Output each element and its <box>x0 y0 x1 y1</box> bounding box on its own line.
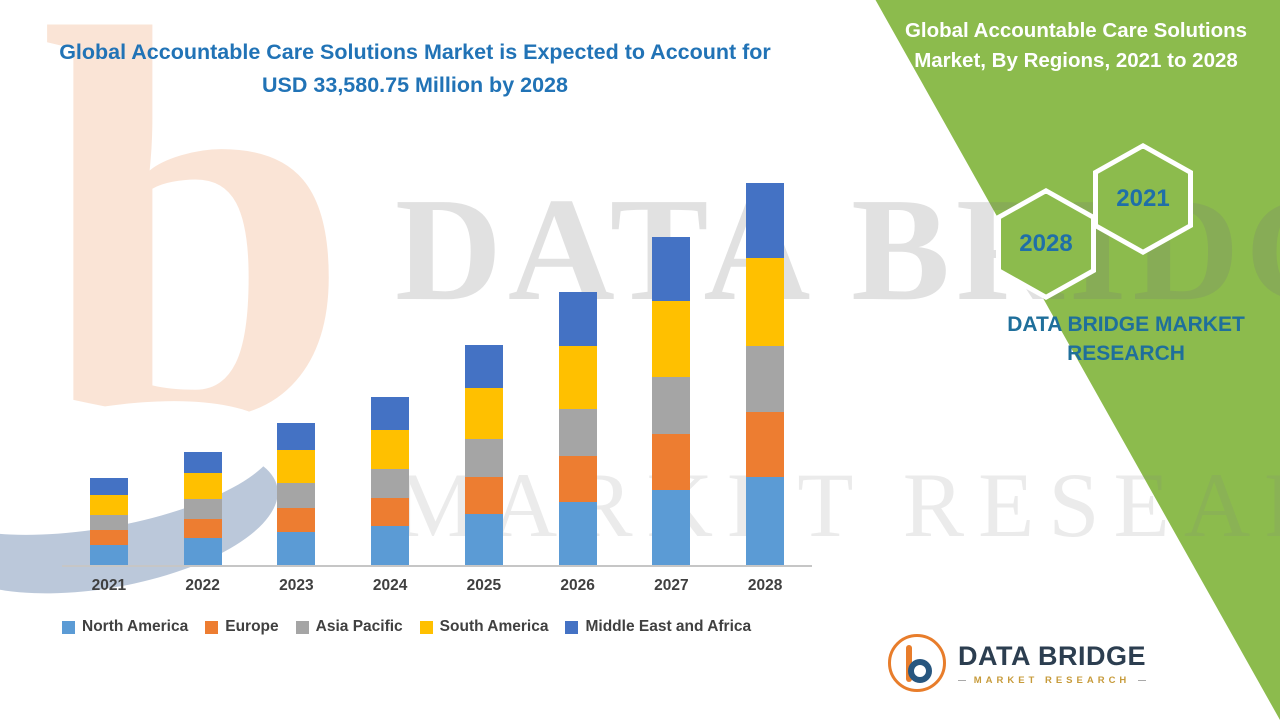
panel-title: Global Accountable Care Solutions Market… <box>904 19 1248 72</box>
bar-segment-2027-south-america <box>652 301 691 378</box>
bar-segment-2023-south-america <box>277 450 316 483</box>
legend-item-south-america: South America <box>419 618 549 636</box>
bar-segment-2028-south-america <box>746 258 785 347</box>
bar-segment-2025-europe <box>464 477 503 515</box>
data-bridge-logo: DATA BRIDGE MARKET RESEARCH <box>888 634 1146 692</box>
bar-segment-2021-north-america <box>89 544 128 565</box>
bar-segment-2027-europe <box>652 434 691 491</box>
bar-segment-2027-asia-pacific <box>652 377 691 435</box>
bar-2026 <box>558 292 597 565</box>
bar-segment-2025-north-america <box>464 514 503 565</box>
bar-segment-2022-middle-east-and-africa <box>183 451 222 473</box>
bar-2024 <box>371 397 410 565</box>
bar-segment-2022-asia-pacific <box>183 499 222 520</box>
bar-segment-2028-middle-east-and-africa <box>746 183 785 259</box>
page-title: Global Accountable Care Solutions Market… <box>59 40 771 98</box>
bar-segment-2023-europe <box>277 508 316 533</box>
legend-swatch <box>62 620 75 634</box>
legend-swatch <box>565 620 579 634</box>
bar-segment-2025-south-america <box>464 388 503 440</box>
legend-swatch <box>419 620 433 634</box>
bar-segment-2021-middle-east-and-africa <box>89 478 128 495</box>
bar-segment-2023-north-america <box>277 532 316 565</box>
bar-segment-2024-north-america <box>371 525 410 565</box>
bar-segment-2022-south-america <box>183 473 222 500</box>
bar-segment-2023-asia-pacific <box>277 483 316 509</box>
bar-segment-2024-south-america <box>371 430 410 470</box>
bar-segment-2025-middle-east-and-africa <box>464 345 503 389</box>
bar-2027 <box>652 237 691 565</box>
bar-segment-2022-europe <box>183 519 222 539</box>
bar-segment-2028-north-america <box>746 477 785 565</box>
brand-name-text: DATA BRIDGE MARKET RESEARCH <box>1007 313 1245 366</box>
bar-segment-2021-south-america <box>89 494 128 515</box>
bar-segment-2024-europe <box>371 498 410 526</box>
bar-segment-2026-asia-pacific <box>558 409 597 457</box>
bar-segment-2021-europe <box>89 529 128 545</box>
hexagon-2028-label: 2028 <box>1001 193 1091 295</box>
bar-segment-2027-north-america <box>652 490 691 565</box>
x-axis-label-2026: 2026 <box>560 577 595 594</box>
bar-segment-2022-north-america <box>183 538 222 565</box>
x-axis-label-2025: 2025 <box>466 577 502 594</box>
x-axis-label-2023: 2023 <box>279 577 314 594</box>
bar-segment-2024-asia-pacific <box>371 469 410 499</box>
bar-segment-2027-middle-east-and-africa <box>652 237 691 302</box>
bar-segment-2025-asia-pacific <box>464 439 503 478</box>
legend-item-middle-east-and-africa: Middle East and Africa <box>565 618 751 636</box>
legend-item-europe: Europe <box>205 618 279 636</box>
hexagon-2021-label: 2021 <box>1098 148 1188 250</box>
x-axis-label-2022: 2022 <box>185 577 220 594</box>
bar-segment-2023-middle-east-and-africa <box>277 423 316 451</box>
legend-label: Asia Pacific <box>315 618 403 635</box>
bar-segment-2026-europe <box>558 456 597 502</box>
bar-2028 <box>746 183 785 565</box>
bar-segment-2026-south-america <box>558 346 597 410</box>
bar-segment-2026-middle-east-and-africa <box>558 292 597 347</box>
legend-label: North America <box>82 618 189 635</box>
legend-item-asia-pacific: Asia Pacific <box>295 618 403 636</box>
bar-segment-2028-europe <box>746 412 785 477</box>
logo-company-name: DATA BRIDGE <box>958 640 1146 671</box>
logo-b-bowl <box>908 659 932 683</box>
legend-swatch <box>295 620 309 634</box>
legend-label: Middle East and Africa <box>585 618 752 635</box>
logo-tagline-row: MARKET RESEARCH <box>958 675 1146 686</box>
bar-2023 <box>277 423 316 565</box>
x-axis-label-2027: 2027 <box>654 577 689 594</box>
bar-2022 <box>183 451 222 565</box>
tagline-rule-right <box>1138 679 1146 681</box>
legend-label: Europe <box>225 618 279 635</box>
bar-segment-2026-north-america <box>558 501 597 565</box>
bar-segment-2024-middle-east-and-africa <box>371 397 410 430</box>
tagline-rule-left <box>958 679 966 681</box>
x-axis-label-2024: 2024 <box>372 577 408 594</box>
stacked-bar-chart <box>62 178 812 565</box>
x-axis-label-2028: 2028 <box>747 577 783 594</box>
chart-legend: North America Europe Asia Pacific South Ame… <box>62 618 751 636</box>
x-axis-label-2021: 2021 <box>91 577 127 594</box>
legend-label: South America <box>439 618 549 635</box>
logo-text-block: DATA BRIDGE MARKET RESEARCH <box>958 641 1146 686</box>
bar-2021 <box>89 478 128 565</box>
bar-segment-2028-asia-pacific <box>746 346 785 413</box>
legend-swatch <box>205 620 219 634</box>
x-axis-line <box>62 565 812 567</box>
legend-item-north-america: North America <box>62 618 188 636</box>
data-bridge-logo-icon <box>888 634 946 692</box>
logo-tagline: MARKET RESEARCH <box>973 674 1131 686</box>
watermark-market-research-text: MARKET RESEARCH <box>395 454 1280 556</box>
bar-2025 <box>464 345 503 565</box>
x-axis-labels: 2021 2022 2023 2024 2025 2026 2027 2028 <box>62 577 812 601</box>
bar-segment-2021-asia-pacific <box>89 514 128 530</box>
